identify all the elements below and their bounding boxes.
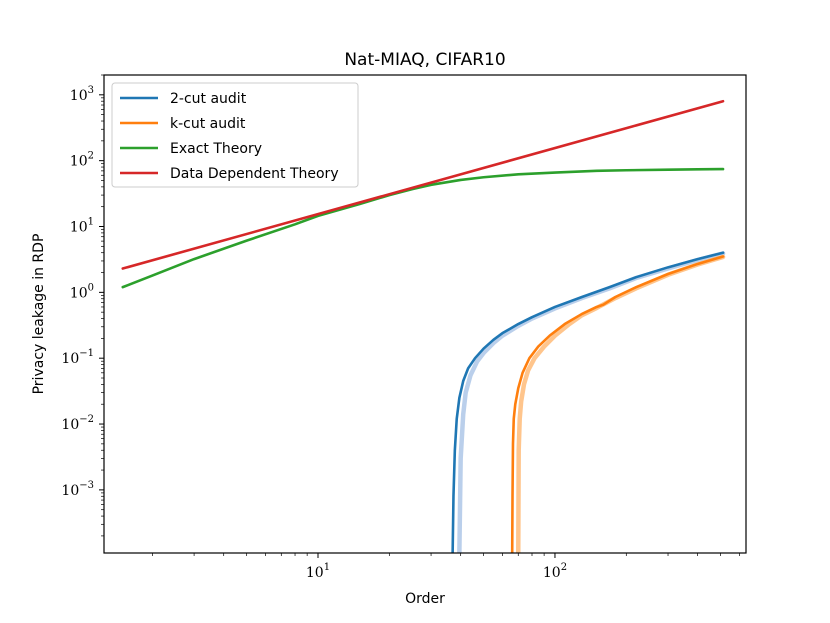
legend-label-k-cut-audit: k-cut audit (170, 116, 246, 132)
x-axis: 101 102 (152, 553, 740, 581)
legend-label-exact-theory: Exact Theory (170, 141, 262, 157)
y-tick-label: 100 (70, 282, 94, 301)
series-band-k-cut-audit (516, 254, 726, 553)
y-tick-label: 102 (70, 151, 94, 170)
series-line-k-cut-audit (510, 255, 725, 553)
x-tick-label: 102 (543, 562, 567, 581)
legend-label-2-cut-audit: 2-cut audit (170, 91, 247, 107)
y-tick-label: 101 (70, 217, 94, 236)
series-band-2-cut-audit (457, 251, 726, 553)
legend-box (111, 82, 359, 188)
chart-title: Nat-MIAQ, CIFAR10 (344, 50, 505, 70)
y-tick-label: 103 (70, 85, 94, 104)
y-tick-label: 10−2 (61, 414, 94, 433)
legend-label-data-dependent-theory: Data Dependent Theory (170, 166, 339, 182)
y-axis: 10−3 10−2 10−1 100 101 102 103 (61, 74, 104, 537)
y-tick-label: 10−3 (61, 480, 94, 499)
series-line-exact-theory (121, 167, 725, 289)
y-axis-label: Privacy leakage in RDP (31, 234, 47, 395)
x-tick-label: 101 (306, 562, 330, 581)
series-line-data-dependent-theory (121, 99, 725, 270)
axes-frame (103, 74, 747, 554)
plot-area (121, 99, 726, 553)
series-line-2-cut-audit (451, 251, 725, 553)
y-tick-label: 10−1 (61, 348, 94, 367)
x-axis-label: Order (405, 591, 445, 607)
legend: 2-cut audit k-cut audit Exact Theory Data D… (111, 82, 359, 188)
